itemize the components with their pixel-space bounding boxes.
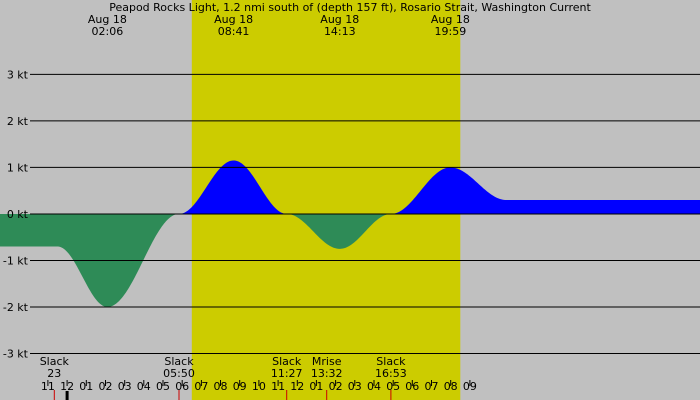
hour-tick-label: 07 <box>194 380 208 393</box>
bottom-event-time: 05:50 <box>163 367 195 380</box>
hour-tick-label: 05 <box>386 380 400 393</box>
hour-tick-label: 06 <box>175 380 189 393</box>
hour-tick-label: 04 <box>137 380 151 393</box>
bottom-event-name: Slack <box>376 355 406 368</box>
hour-tick-label: 09 <box>463 380 477 393</box>
hour-tick-label: 01 <box>79 380 93 393</box>
bottom-event-name: Slack <box>272 355 302 368</box>
event-date-label: Aug 18 <box>320 13 359 26</box>
y-tick-labels: 3 kt 2 kt 1 kt 0 kt -1 kt -2 kt -3 kt <box>3 68 29 360</box>
hour-tick-label: 05 <box>156 380 170 393</box>
hour-tick-label: 06 <box>405 380 419 393</box>
y-tick-label: 1 kt <box>7 161 29 174</box>
y-tick-label: 2 kt <box>7 115 29 128</box>
hour-tick-label: 10 <box>252 380 266 393</box>
y-tick-label: -1 kt <box>3 255 29 268</box>
hour-tick-label: 01 <box>309 380 323 393</box>
event-time-label: 14:13 <box>324 25 356 38</box>
hour-tick-label: 11 <box>41 380 55 393</box>
hour-tick-label: 03 <box>348 380 362 393</box>
bottom-event-time: 16:53 <box>375 367 407 380</box>
event-date-label: Aug 18 <box>214 13 253 26</box>
bottom-event-name: Slack <box>164 355 194 368</box>
event-date-label: Aug 18 <box>88 13 127 26</box>
hour-tick-label: 11 <box>271 380 285 393</box>
y-gridlines <box>30 73 700 354</box>
hour-tick-label: 07 <box>425 380 439 393</box>
event-time-label: 02:06 <box>92 25 124 38</box>
hour-tick-label: 03 <box>118 380 132 393</box>
y-tick-label: -2 kt <box>3 301 29 314</box>
hour-tick-label: 02 <box>99 380 113 393</box>
hour-tick-label: 04 <box>367 380 381 393</box>
hour-tick-label: 02 <box>329 380 343 393</box>
hour-tick-label: 08 <box>444 380 458 393</box>
hour-tick-label: 09 <box>233 380 247 393</box>
bottom-event-time: 13:32 <box>311 367 343 380</box>
hour-tick-label: 12 <box>290 380 304 393</box>
bottom-event-name: Slack <box>40 355 70 368</box>
bottom-event-time: 11:27 <box>271 367 303 380</box>
event-time-label: 08:41 <box>218 25 250 38</box>
hour-axis: 11 12 01 02 03 04 05 06 07 08 09 10 11 12 01 02 03 04 05 06… <box>41 380 477 400</box>
y-tick-label: -3 kt <box>3 348 29 361</box>
chart-title: Peapod Rocks Light, 1.2 nmi south of (de… <box>109 1 591 14</box>
bottom-event-name: Mrise <box>312 355 342 368</box>
bottom-event-time: 23 <box>47 367 61 380</box>
hour-tick-label: 12 <box>60 380 74 393</box>
y-tick-label: 3 kt <box>7 68 29 81</box>
event-time-label: 19:59 <box>435 25 467 38</box>
flood-area <box>0 160 700 214</box>
y-tick-label: 0 kt <box>7 208 29 221</box>
event-date-label: Aug 18 <box>431 13 470 26</box>
bottom-event-labels: Slack23Slack05:50Slack11:27Mrise13:32Sla… <box>40 355 407 400</box>
hour-tick-label: 08 <box>214 380 228 393</box>
